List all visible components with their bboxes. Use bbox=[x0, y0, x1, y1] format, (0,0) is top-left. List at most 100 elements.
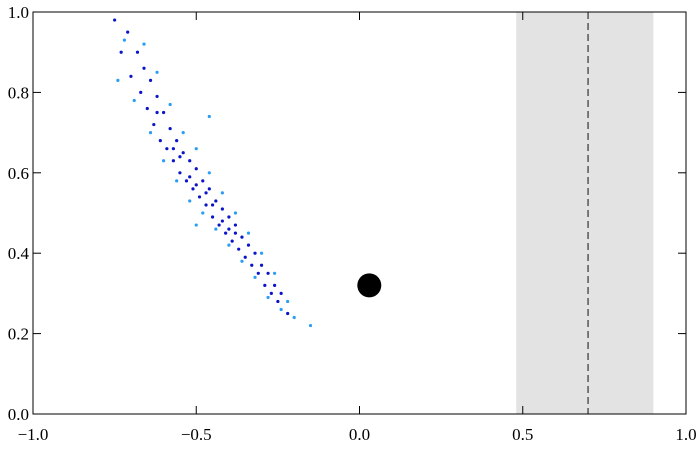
scatter-point bbox=[276, 299, 280, 304]
scatter-point bbox=[175, 139, 179, 143]
scatter-point bbox=[233, 223, 238, 227]
scatter-point bbox=[191, 187, 195, 191]
y-tick-label: 0.6 bbox=[8, 164, 29, 183]
scatter-point bbox=[184, 179, 189, 183]
scatter-point bbox=[214, 227, 218, 231]
scatter-point bbox=[286, 311, 290, 316]
scatter-point bbox=[158, 139, 162, 143]
scatter-point bbox=[259, 263, 264, 267]
scatter-point bbox=[227, 243, 231, 247]
scatter-point bbox=[246, 231, 251, 235]
y-tick-label: 0.8 bbox=[8, 83, 29, 102]
scatter-point bbox=[194, 223, 198, 227]
scatter-point bbox=[139, 90, 143, 94]
scatter-point bbox=[194, 167, 198, 171]
scatter-point bbox=[171, 147, 175, 151]
scatter-point bbox=[210, 215, 215, 219]
scatter-point bbox=[253, 251, 257, 255]
scatter-point bbox=[129, 74, 133, 78]
scatter-point bbox=[188, 159, 192, 163]
scatter-point bbox=[116, 78, 120, 82]
scatter-point bbox=[145, 106, 149, 111]
scatter-point bbox=[155, 94, 159, 99]
scatter-point bbox=[207, 114, 211, 119]
scatter-point bbox=[201, 211, 205, 215]
scatter-point bbox=[122, 38, 127, 42]
scatter-point bbox=[273, 271, 277, 275]
scatter-point bbox=[214, 199, 218, 203]
y-tick-label: 0.2 bbox=[8, 325, 29, 344]
scatter-point bbox=[168, 102, 172, 107]
scatter-point bbox=[204, 191, 208, 195]
scatter-point bbox=[148, 131, 153, 135]
scatter-point bbox=[132, 98, 136, 103]
scatter-point bbox=[256, 271, 260, 275]
y-tick-label: 0.4 bbox=[8, 244, 30, 263]
scatter-point bbox=[273, 283, 277, 287]
scatter-point bbox=[230, 239, 234, 243]
scatter-point bbox=[308, 323, 313, 328]
scatter-point bbox=[126, 30, 130, 34]
scatter-point bbox=[233, 211, 238, 215]
scatter-point bbox=[178, 171, 182, 175]
scatter-point bbox=[155, 70, 159, 74]
scatter-point bbox=[194, 147, 198, 151]
scatter-point bbox=[233, 231, 238, 235]
scatter-point bbox=[224, 231, 228, 235]
highlight-point bbox=[357, 273, 382, 298]
scatter-point bbox=[220, 219, 224, 223]
scatter-point bbox=[168, 126, 172, 131]
scatter-point bbox=[266, 295, 270, 300]
scatter-point bbox=[220, 207, 224, 211]
scatter-point bbox=[269, 291, 273, 295]
scatter-point bbox=[253, 275, 257, 279]
scatter-point bbox=[204, 203, 208, 207]
scatter-point bbox=[286, 299, 290, 304]
scatter-point bbox=[279, 307, 283, 312]
scatter-point bbox=[171, 159, 175, 163]
scatter-point bbox=[246, 243, 251, 247]
scatter-point bbox=[181, 151, 185, 155]
scatter-point bbox=[113, 18, 117, 22]
scatter-point bbox=[197, 195, 202, 199]
scatter-point bbox=[266, 271, 270, 275]
scatter-point bbox=[142, 66, 146, 70]
scatter-point bbox=[240, 259, 244, 263]
scatter-point bbox=[240, 235, 244, 239]
scatter-point bbox=[162, 110, 166, 115]
scatter-point bbox=[155, 110, 159, 115]
shaded-band bbox=[516, 12, 654, 414]
scatter-point bbox=[279, 291, 283, 295]
scatter-point bbox=[181, 131, 185, 135]
scatter-point bbox=[148, 78, 153, 82]
x-tick-label: −0.5 bbox=[181, 425, 212, 444]
scatter-point bbox=[201, 179, 205, 183]
x-tick-label: 0.5 bbox=[512, 425, 533, 444]
scatter-point bbox=[227, 215, 231, 219]
scatter-point bbox=[220, 191, 224, 195]
scatter-point bbox=[292, 315, 296, 320]
scatter-point bbox=[119, 50, 123, 54]
scatter-point bbox=[135, 50, 140, 54]
scatter-point bbox=[175, 179, 179, 183]
scatter-point bbox=[207, 171, 211, 175]
x-tick-label: 1.0 bbox=[675, 425, 696, 444]
y-tick-label: 1.0 bbox=[8, 3, 29, 22]
scatter-point bbox=[263, 283, 267, 287]
scatter-point bbox=[217, 223, 221, 227]
scatter-point bbox=[237, 247, 241, 251]
scatter-point bbox=[142, 42, 146, 46]
scatter-point bbox=[210, 203, 215, 207]
scatter-point bbox=[188, 175, 192, 179]
x-tick-label: −1.0 bbox=[18, 425, 49, 444]
scatter-point bbox=[152, 122, 156, 127]
scatter-point bbox=[188, 199, 192, 203]
scatter-point bbox=[194, 183, 198, 187]
scatter-point bbox=[162, 159, 166, 163]
scatter-point bbox=[165, 147, 169, 151]
x-tick-label: 0.0 bbox=[349, 425, 370, 444]
scatter-point bbox=[227, 227, 231, 231]
scatter-point bbox=[207, 187, 211, 191]
